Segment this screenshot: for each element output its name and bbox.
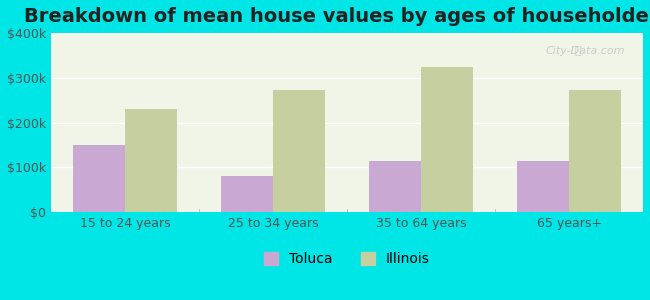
Text: City-Data.com: City-Data.com [546,46,625,56]
Bar [273,90,325,212]
Bar [221,176,273,212]
Text: ⓘ: ⓘ [574,46,581,56]
Bar [125,109,177,212]
Bar [421,67,473,212]
Bar [517,161,569,212]
Bar [369,161,421,212]
Bar [569,90,621,212]
Legend: Toluca, Illinois: Toluca, Illinois [257,245,437,273]
Title: Breakdown of mean house values by ages of householders: Breakdown of mean house values by ages o… [24,7,650,26]
Bar [73,145,125,212]
